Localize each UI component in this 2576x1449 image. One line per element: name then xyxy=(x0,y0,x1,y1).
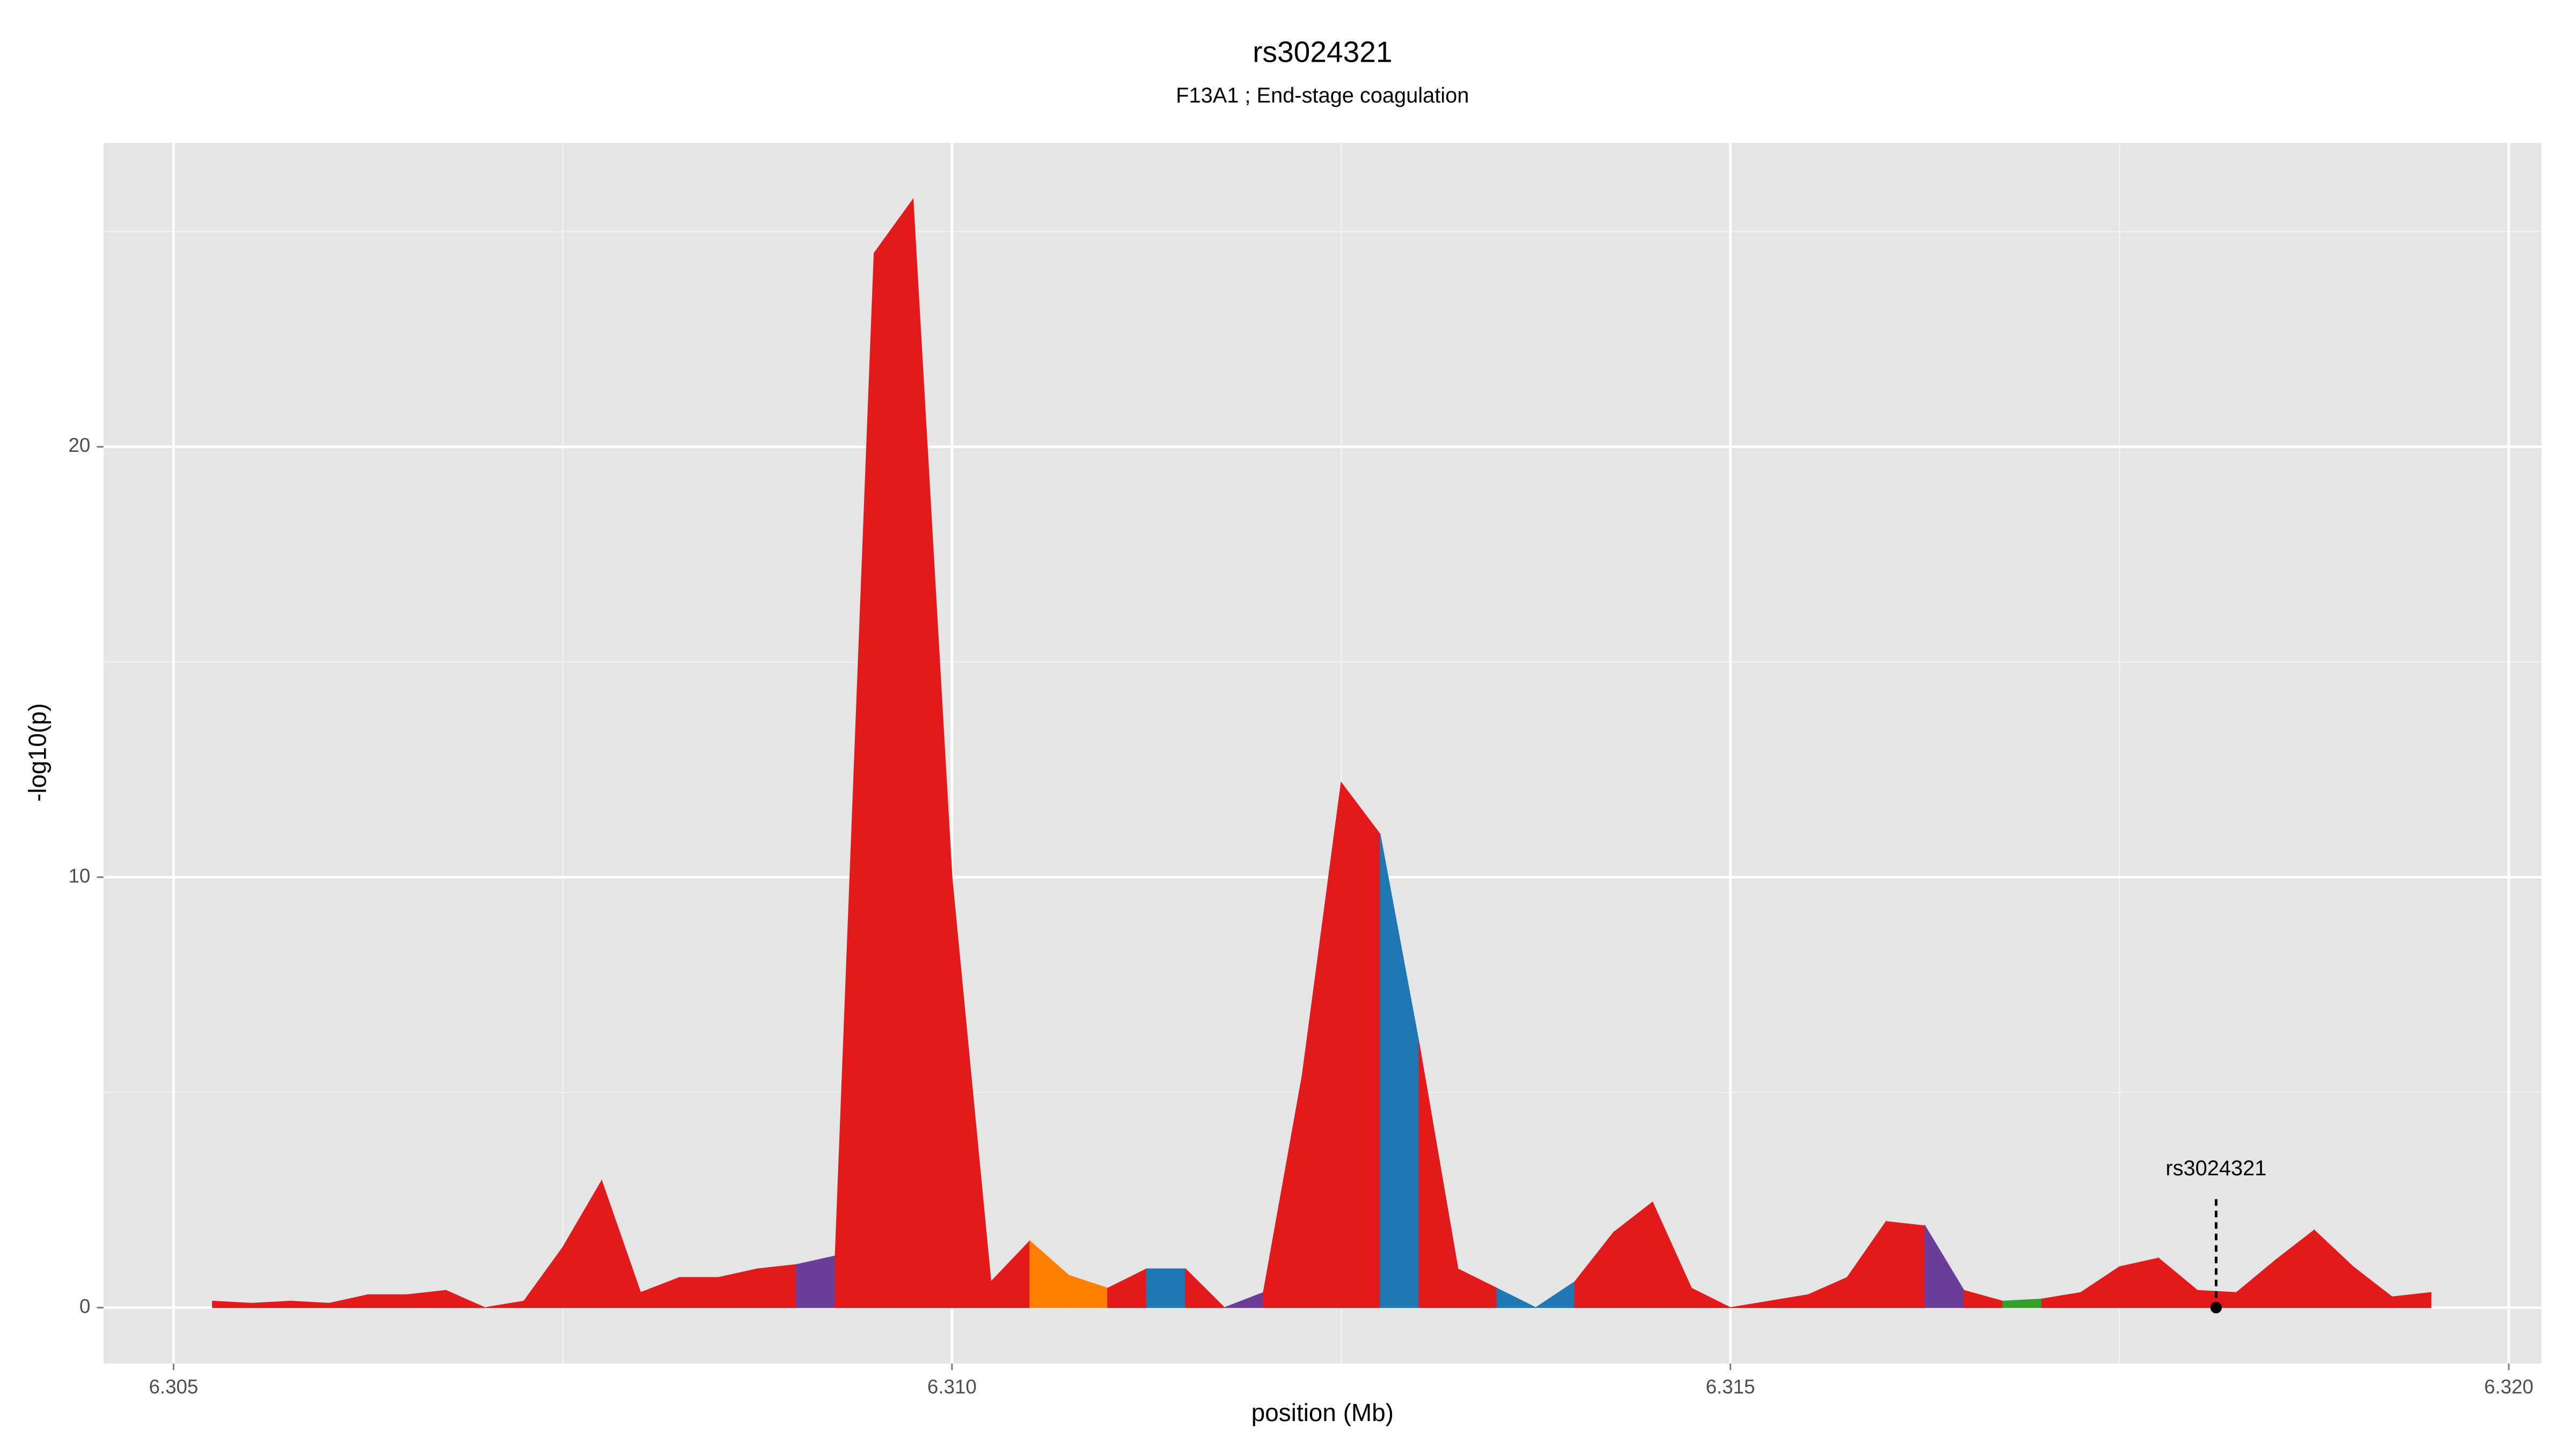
x-axis-label: position (Mb) xyxy=(1252,1399,1394,1426)
area-segment xyxy=(796,1255,836,1308)
y-tick-label: 20 xyxy=(69,434,91,456)
area-segment xyxy=(2119,1257,2159,1308)
area-segment xyxy=(445,1290,485,1308)
area-segment xyxy=(1146,1268,1186,1308)
marks: rs3024321 xyxy=(212,198,2432,1314)
labels: 6.305 6.310 6.315 6.320 0 10 20 xyxy=(69,434,2534,1397)
y-tick-label: 10 xyxy=(69,865,91,887)
area-segment xyxy=(679,1277,719,1308)
y-axis-label: -log10(p) xyxy=(24,703,52,802)
area-segment xyxy=(2391,1292,2432,1308)
chart-subtitle: F13A1 ; End-stage coagulation xyxy=(1176,84,1469,107)
area-segment xyxy=(1885,1221,1926,1308)
x-tick-label: 6.320 xyxy=(2484,1375,2534,1397)
highlight-point xyxy=(2210,1301,2222,1314)
x-tick-label: 6.305 xyxy=(149,1375,198,1397)
area-segment xyxy=(1496,1287,1536,1308)
chart-title: rs3024321 xyxy=(1253,35,1392,69)
area-segment xyxy=(1691,1287,1731,1308)
area-segment xyxy=(874,198,914,1308)
area-segment xyxy=(1341,781,1381,1308)
y-tick-label: 0 xyxy=(79,1295,90,1317)
area-segment xyxy=(1185,1268,1226,1308)
area-segment xyxy=(757,1264,797,1308)
area-segment xyxy=(368,1294,408,1308)
highlight-label: rs3024321 xyxy=(2165,1157,2266,1180)
x-tick-label: 6.315 xyxy=(1706,1375,1755,1397)
x-tick-label: 6.310 xyxy=(927,1375,977,1397)
